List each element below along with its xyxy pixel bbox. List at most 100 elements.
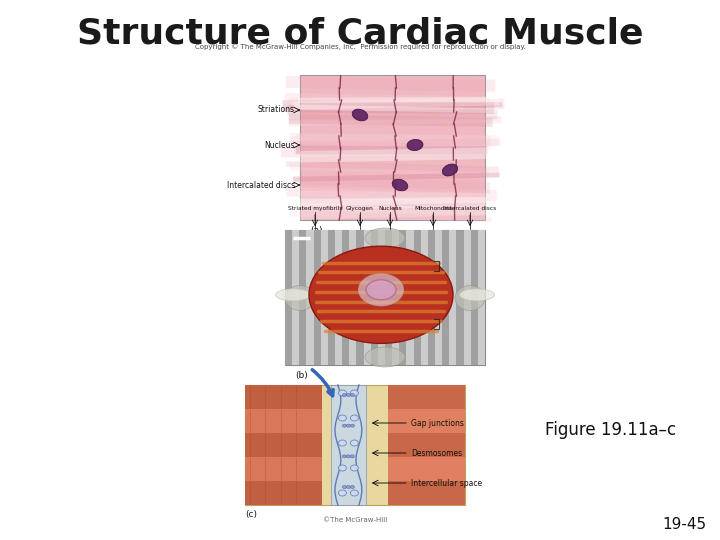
Text: (c): (c) <box>245 510 257 519</box>
Ellipse shape <box>338 415 346 421</box>
Bar <box>464 230 471 365</box>
Ellipse shape <box>351 390 359 396</box>
Ellipse shape <box>392 179 408 191</box>
Bar <box>300 75 485 220</box>
Bar <box>285 230 292 365</box>
Bar <box>300 75 485 220</box>
Text: Desmosomes: Desmosomes <box>411 449 462 457</box>
Ellipse shape <box>351 455 354 458</box>
Bar <box>300 75 485 220</box>
Bar <box>413 230 420 365</box>
Ellipse shape <box>346 455 351 458</box>
Text: Copyright © The McGraw-Hill Companies, Inc.  Permission required for reproductio: Copyright © The McGraw-Hill Companies, I… <box>194 43 526 50</box>
Bar <box>300 75 485 220</box>
Bar <box>314 230 320 365</box>
Ellipse shape <box>346 394 351 396</box>
Bar <box>300 75 485 220</box>
Bar <box>300 75 485 220</box>
Ellipse shape <box>351 394 354 396</box>
Bar <box>300 75 485 220</box>
Ellipse shape <box>351 424 354 427</box>
Bar <box>300 75 485 220</box>
Bar <box>300 75 485 220</box>
Bar <box>471 230 478 365</box>
Ellipse shape <box>459 289 495 301</box>
Bar <box>300 75 485 220</box>
Bar <box>300 75 485 220</box>
Text: Striated myofibrils: Striated myofibrils <box>288 206 342 211</box>
Bar <box>388 385 465 409</box>
Bar <box>356 230 364 365</box>
Bar <box>245 385 322 409</box>
Bar <box>285 230 485 365</box>
Bar <box>300 75 485 220</box>
Bar <box>300 75 485 220</box>
Bar <box>371 230 378 365</box>
Ellipse shape <box>351 440 359 446</box>
Bar <box>420 230 428 365</box>
Bar <box>300 75 485 220</box>
Bar <box>300 75 485 220</box>
Bar <box>245 481 322 505</box>
Bar <box>300 230 307 365</box>
Bar <box>245 457 322 481</box>
Bar <box>300 75 485 220</box>
Bar <box>307 230 314 365</box>
Bar <box>406 230 413 365</box>
Bar <box>300 75 485 220</box>
Bar <box>328 230 335 365</box>
Text: Striations: Striations <box>258 105 295 114</box>
Text: (b): (b) <box>295 371 307 380</box>
Text: Nucleus: Nucleus <box>378 206 402 211</box>
Bar <box>435 230 442 365</box>
Bar <box>428 230 435 365</box>
Ellipse shape <box>351 465 359 471</box>
Ellipse shape <box>359 274 403 306</box>
Text: Intercalated discs: Intercalated discs <box>227 180 295 190</box>
Text: Intercellular space: Intercellular space <box>411 478 482 488</box>
Text: ©The McGraw-Hill: ©The McGraw-Hill <box>323 517 387 523</box>
Text: Nucleus: Nucleus <box>264 140 295 150</box>
Ellipse shape <box>442 164 458 176</box>
Ellipse shape <box>351 490 359 496</box>
Ellipse shape <box>365 347 405 367</box>
Bar <box>364 230 371 365</box>
Ellipse shape <box>351 485 354 489</box>
Ellipse shape <box>343 455 346 458</box>
Bar <box>388 433 465 457</box>
Bar <box>388 457 465 481</box>
Text: Gap junctions: Gap junctions <box>411 418 464 428</box>
Bar <box>300 75 485 220</box>
Bar <box>245 409 322 433</box>
Bar <box>331 385 366 505</box>
Text: Figure 19.11a–c: Figure 19.11a–c <box>545 421 676 439</box>
Text: (a): (a) <box>310 226 323 235</box>
Text: Mitochondria: Mitochondria <box>414 206 452 211</box>
Bar <box>300 75 485 220</box>
Ellipse shape <box>343 424 346 427</box>
Ellipse shape <box>338 465 346 471</box>
Bar <box>300 75 485 220</box>
Ellipse shape <box>366 280 396 300</box>
Bar <box>300 75 485 220</box>
Bar <box>478 230 485 365</box>
Bar <box>388 481 465 505</box>
Bar <box>349 230 356 365</box>
Ellipse shape <box>343 485 346 489</box>
Ellipse shape <box>285 286 315 310</box>
Ellipse shape <box>351 415 359 421</box>
Bar <box>442 230 449 365</box>
Ellipse shape <box>309 246 453 343</box>
Ellipse shape <box>455 286 485 310</box>
Ellipse shape <box>338 440 346 446</box>
Bar <box>392 230 400 365</box>
Bar <box>300 75 485 220</box>
Bar <box>378 230 385 365</box>
Bar <box>300 75 485 220</box>
Bar <box>300 75 485 220</box>
Ellipse shape <box>338 490 346 496</box>
Bar <box>300 75 485 220</box>
Ellipse shape <box>346 485 351 489</box>
Bar <box>292 230 300 365</box>
Ellipse shape <box>343 394 346 396</box>
